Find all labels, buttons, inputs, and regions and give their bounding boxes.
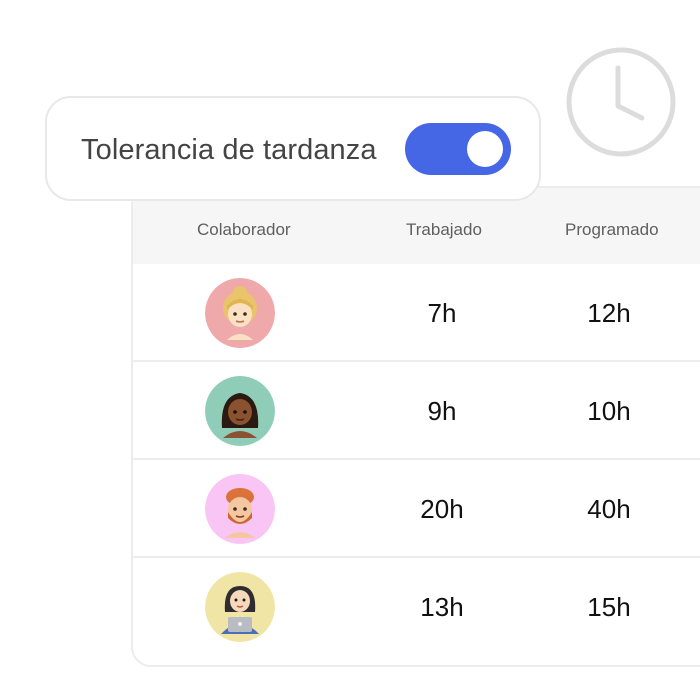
- scheduled-hours: 15h: [587, 592, 631, 622]
- table-row[interactable]: 20h 40h: [133, 460, 700, 558]
- avatar: [205, 278, 275, 348]
- avatar: [205, 572, 275, 642]
- woman-with-laptop-emoji-icon: [205, 572, 275, 642]
- column-header-worked: Trabajado: [406, 220, 482, 239]
- table-row[interactable]: 7h 12h: [133, 264, 700, 362]
- avatar: [205, 376, 275, 446]
- table-row[interactable]: 9h 10h: [133, 362, 700, 460]
- scheduled-hours: 12h: [587, 298, 631, 328]
- worked-hours: 20h: [420, 494, 464, 524]
- toggle-knob: [467, 131, 503, 167]
- scheduled-hours: 10h: [587, 396, 631, 426]
- late-tolerance-label: Tolerancia de tardanza: [81, 134, 377, 166]
- late-tolerance-card: Tolerancia de tardanza: [45, 96, 541, 201]
- avatar: [205, 474, 275, 544]
- woman-blonde-emoji-icon: [205, 278, 275, 348]
- worked-hours: 13h: [420, 592, 464, 622]
- woman-dark-hair-emoji-icon: [205, 376, 275, 446]
- late-tolerance-toggle[interactable]: [405, 123, 511, 175]
- table-row[interactable]: 13h 15h: [133, 558, 700, 656]
- clock-icon: [566, 47, 676, 157]
- worked-hours: 9h: [427, 396, 457, 426]
- column-header-scheduled: Programado: [565, 220, 659, 239]
- scheduled-hours: 40h: [587, 494, 631, 524]
- collaborators-table: Colaborador Trabajado Programado 7h: [131, 186, 700, 667]
- man-red-hair-beard-emoji-icon: [205, 474, 275, 544]
- column-header-collaborator: Colaborador: [197, 220, 291, 239]
- worked-hours: 7h: [427, 298, 457, 328]
